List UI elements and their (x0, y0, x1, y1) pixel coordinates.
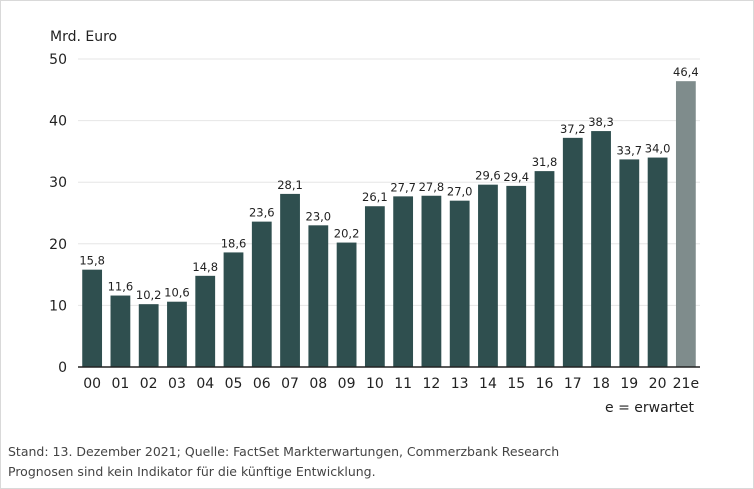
label-layer: 15,8 00 11,6 01 10,2 02 10,6 03 14,8 04 18,6 05 23,6… (79, 65, 699, 392)
bar (506, 185, 527, 367)
bar (110, 295, 131, 367)
data-label: 27,0 (447, 185, 473, 199)
bar (534, 171, 555, 367)
data-label: 23,0 (306, 209, 332, 223)
y-tick-label: 40 (49, 114, 67, 130)
y-tick-label: 10 (49, 298, 67, 314)
data-label: 14,8 (192, 260, 218, 274)
x-tick-label: 08 (309, 376, 327, 392)
x-tick-label: 03 (168, 376, 186, 392)
data-label: 29,4 (503, 170, 529, 184)
bar (478, 184, 498, 367)
y-axis-unit-label: Mrd. Euro (50, 29, 117, 45)
bar (280, 193, 300, 367)
x-tick-label: 20 (649, 376, 667, 392)
source-note: Stand: 13. Dezember 2021; Quelle: FactSe… (8, 444, 560, 459)
bar (675, 81, 696, 368)
data-label: 46,4 (673, 65, 699, 79)
data-label: 34,0 (645, 142, 671, 156)
x-tick-label: 14 (479, 376, 497, 392)
bar (82, 269, 103, 367)
data-label: 10,6 (164, 286, 190, 300)
x-tick-label: 01 (111, 376, 129, 392)
bar (336, 242, 357, 367)
bar-layer (82, 81, 696, 368)
bar-chart: 15,8 00 11,6 01 10,2 02 10,6 03 14,8 04 18,6 05 23,6… (49, 29, 700, 416)
bar (591, 131, 611, 367)
x-tick-label: 13 (451, 376, 469, 392)
bar (223, 252, 244, 367)
bar (647, 157, 668, 367)
data-label: 33,7 (617, 143, 643, 157)
bar (138, 304, 159, 367)
x-tick-label: 02 (140, 376, 158, 392)
bar (619, 159, 640, 367)
bar (251, 221, 272, 367)
bar (195, 275, 216, 367)
x-tick-label: 21e (673, 376, 699, 392)
disclaimer-note: Prognosen sind kein Indikator für die kü… (8, 464, 376, 479)
data-label: 27,8 (419, 180, 445, 194)
data-label: 18,6 (221, 236, 247, 250)
x-tick-label: 09 (338, 376, 356, 392)
x-tick-label: 19 (620, 376, 638, 392)
bar (308, 225, 329, 367)
data-label: 27,7 (390, 180, 416, 194)
x-tick-label: 11 (394, 376, 412, 392)
y-tick-label: 0 (58, 360, 67, 376)
estimate-note: e = erwartet (605, 400, 695, 416)
bar (393, 196, 414, 367)
x-tick-label: 06 (253, 376, 271, 392)
bar (167, 301, 187, 367)
x-tick-label: 05 (225, 376, 243, 392)
data-label: 10,2 (136, 288, 162, 302)
data-label: 11,6 (108, 280, 134, 294)
x-tick-label: 12 (422, 376, 440, 392)
axis-layer: 0 10 20 30 40 50 (49, 52, 700, 376)
data-label: 31,8 (532, 155, 558, 169)
data-label: 26,1 (362, 190, 388, 204)
x-tick-label: 04 (196, 376, 214, 392)
data-label: 15,8 (79, 254, 105, 268)
bar (562, 137, 583, 367)
chart-container: 15,8 00 11,6 01 10,2 02 10,6 03 14,8 04 18,6 05 23,6… (2, 2, 752, 432)
data-label: 23,6 (249, 206, 275, 220)
x-tick-label: 00 (83, 376, 101, 392)
x-tick-label: 15 (507, 376, 525, 392)
y-tick-label: 20 (49, 237, 67, 253)
bar (449, 200, 470, 367)
y-tick-label: 30 (49, 175, 67, 191)
y-tick-label: 50 (49, 52, 67, 68)
x-tick-label: 16 (536, 376, 554, 392)
x-tick-label: 07 (281, 376, 299, 392)
data-label: 20,2 (334, 227, 360, 241)
bar (364, 206, 385, 367)
bar (421, 195, 442, 367)
data-label: 29,6 (475, 169, 501, 183)
x-tick-label: 10 (366, 376, 384, 392)
footer: Stand: 13. Dezember 2021; Quelle: FactSe… (8, 442, 559, 482)
data-label: 38,3 (588, 115, 614, 129)
data-label: 37,2 (560, 122, 586, 136)
x-tick-label: 17 (564, 376, 582, 392)
data-label: 28,1 (277, 178, 303, 192)
x-tick-label: 18 (592, 376, 610, 392)
